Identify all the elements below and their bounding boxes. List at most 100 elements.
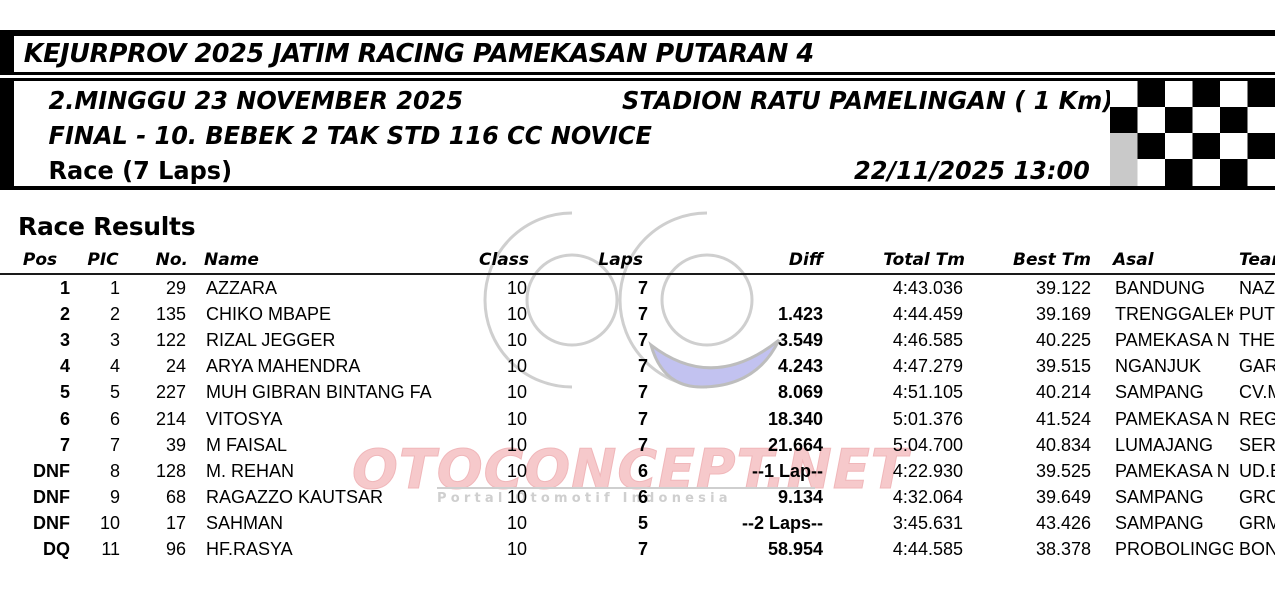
cell-best: 39.525 [1035,460,1091,481]
cell-total: 4:43.036 [892,277,963,298]
cell-class: 10 [506,460,527,481]
cell-best: 38.378 [1035,539,1091,560]
cell-laps: 6 [637,487,648,508]
cell-best: 39.515 [1035,356,1091,377]
cell-best: 39.122 [1035,277,1091,298]
results-table-head: Pos PIC No. Name Class Laps Diff Total T… [0,247,1275,275]
results-table: Pos PIC No. Name Class Laps Diff Total T… [0,247,1275,563]
cell-name: RAGAZZO KAUTSAR [206,487,384,508]
col-header-class: Class [459,247,533,275]
cell-no: 227 [155,382,186,403]
cell-diff: 21.664 [767,434,823,455]
cell-best: 40.225 [1035,329,1091,350]
cell-class: 10 [506,329,527,350]
table-row: DNF 9 68 RAGAZZO KAUTSAR 10 6 9.134 4:32.064 39.… [0,485,1275,511]
header-rule-a [0,72,1275,75]
cell-diff: 18.340 [767,408,823,429]
cell-total: 4:44.585 [892,539,963,560]
event-title: KEJURPROV 2025 JATIM RACING PAMEKASAN PU… [23,39,814,69]
cell-total: 4:51.105 [892,382,963,403]
cell-laps: 7 [637,382,648,403]
col-header-asal: Asal [1105,247,1233,275]
cell-total: 5:04.700 [892,434,963,455]
cell-pic: 9 [109,487,120,508]
cell-no: 214 [155,408,186,429]
table-row: 3 3 122 RIZAL JEGGER 10 7 3.549 4:46.585 40.225 P… [0,327,1275,353]
cell-team: PUTRA MALAYA 049 [1239,303,1275,324]
cell-team: GRM BURROK [1239,513,1275,534]
cell-asal: LUMAJANG [1115,434,1214,455]
cell-team: GRC 19 GUNUNGRAN( [1239,487,1275,508]
event-meta-band: 2.MINGGU 23 NOVEMBER 2025 STADION RATU P… [0,81,1275,186]
meta-row-race-time: Race (7 Laps) 22/11/2025 13:00 [14,153,1275,186]
cell-team: NAZTWO NN47 X P129 [1239,277,1275,298]
cell-class: 10 [506,277,527,298]
event-timestamp: 22/11/2025 13:00 [854,155,1090,185]
cell-no: 135 [155,303,186,324]
cell-team: BONERO RACING TEAI [1239,539,1275,560]
cell-pos: 3 [59,329,70,350]
cell-name: VITOSYA [206,408,283,429]
cell-total: 5:01.376 [892,408,963,429]
cell-diff: 9.134 [777,487,823,508]
cell-best: 39.649 [1035,487,1091,508]
cell-name: SAHMAN [206,513,284,534]
cell-no: 96 [165,539,186,560]
cell-team: GARASI BALAPA RYAF [1239,356,1275,377]
cell-diff: 4.243 [777,356,823,377]
cell-asal: TRENGGALEK [1115,303,1233,324]
col-header-team: Team [1233,247,1275,275]
cell-asal: PROBOLINGGO [1115,539,1233,560]
cell-no: 68 [165,487,186,508]
cell-class: 10 [506,513,527,534]
cell-team: UD.BAROKAH MOKAS [1239,460,1275,481]
cell-pic: 10 [99,513,120,534]
event-race-info: Race (7 Laps) [48,155,233,185]
col-header-name: Name [194,247,459,275]
cell-pic: 11 [101,539,120,560]
col-header-pos: Pos [0,247,80,275]
cell-name: HF.RASYA [206,539,293,560]
cell-pic: 1 [109,277,120,298]
cell-diff: 1.423 [777,303,823,324]
cell-total: 4:32.064 [892,487,963,508]
event-header: KEJURPROV 2025 JATIM RACING PAMEKASAN PU… [0,0,1275,190]
cell-name: ARYA MAHENDRA [206,356,361,377]
cell-laps: 7 [637,356,648,377]
event-venue: STADION RATU PAMELINGAN ( 1 Km) [622,85,1114,115]
cell-no: 24 [165,356,186,377]
cell-pic: 8 [109,460,120,481]
cell-no: 17 [165,513,186,534]
cell-pos: 6 [59,408,70,429]
col-header-diff: Diff [663,247,835,275]
header-row: Pos PIC No. Name Class Laps Diff Total T… [0,247,1275,275]
cell-pic: 3 [109,329,120,350]
cell-diff: --1 Lap-- [752,460,823,481]
cell-pos: 2 [59,303,70,324]
cell-pic: 2 [109,303,120,324]
event-session: FINAL - 10. BEBEK 2 TAK STD 116 CC NOVIC… [48,120,652,150]
cell-team: THEBUL RACING TEAM [1239,329,1275,350]
cell-laps: 7 [637,408,648,429]
cell-no: 39 [165,434,186,455]
cell-class: 10 [506,408,527,429]
cell-class: 10 [506,303,527,324]
cell-asal: SAMPANG [1115,382,1204,403]
cell-no: 128 [155,460,186,481]
cell-class: 10 [506,487,527,508]
cell-diff [663,274,835,301]
cell-no: 29 [165,277,186,298]
cell-best: 41.524 [1035,408,1091,429]
cell-best: 40.834 [1035,434,1091,455]
cell-asal: PAMEKASA N [1115,408,1230,429]
header-rule-gap [0,75,1275,78]
header-bottom-rule [0,186,1275,190]
cell-pic: 4 [109,356,120,377]
table-row: 4 4 24 ARYA MAHENDRA 10 7 4.243 4:47.279 39.515 N… [0,354,1275,380]
cell-laps: 7 [637,329,648,350]
event-title-band: KEJURPROV 2025 JATIM RACING PAMEKASAN PU… [0,36,1275,72]
cell-laps: 7 [637,434,648,455]
cell-pic: 5 [109,382,120,403]
cell-name: RIZAL JEGGER [206,329,336,350]
